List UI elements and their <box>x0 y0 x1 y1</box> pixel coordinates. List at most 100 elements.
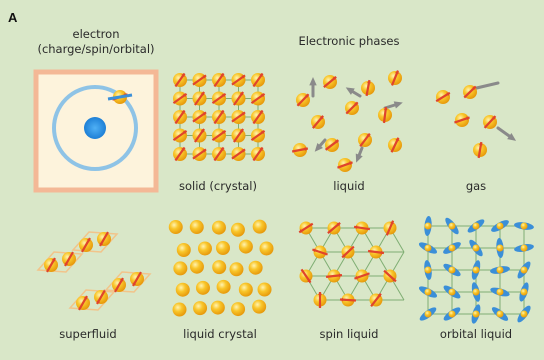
electron-particle <box>230 222 245 237</box>
phase-orbital-liquid-illustration <box>418 216 534 324</box>
electron-particle <box>424 222 432 230</box>
electron-particle <box>238 239 253 254</box>
panel-letter: A <box>8 10 18 25</box>
spin-arrowhead <box>354 102 358 106</box>
spin-arrowhead <box>446 92 450 97</box>
spin-arrowhead <box>307 279 311 283</box>
electron-particle <box>496 266 504 274</box>
electron-particle <box>472 288 480 296</box>
orbit-arrow <box>107 93 133 101</box>
motion-arrowhead <box>309 77 317 86</box>
electron-particle <box>197 241 212 256</box>
spin-arrowhead <box>259 73 263 77</box>
spin-arrowhead <box>181 73 185 77</box>
label-superfluid: superfluid <box>59 327 116 341</box>
electron-particle <box>520 222 528 230</box>
spin-arrowhead <box>239 91 244 96</box>
electron-particle <box>252 219 267 234</box>
electron-particle <box>176 242 191 257</box>
electron-particle <box>259 241 274 256</box>
label-liquid-crystal: liquid crystal <box>183 327 257 341</box>
cooper-pair-box <box>71 231 119 253</box>
electron-particle <box>496 244 504 252</box>
spin-arrowhead <box>340 297 344 302</box>
motion-arrowhead <box>507 133 517 141</box>
motion-arrowhead <box>345 87 355 95</box>
spin-arrowhead <box>200 128 205 133</box>
spin-arrowhead <box>305 94 309 98</box>
spin-arrowhead <box>377 293 381 298</box>
electron-particle <box>173 261 188 276</box>
electron-particle <box>448 244 456 252</box>
phase-gas-illustration <box>435 81 517 159</box>
label-spin-liquid: spin liquid <box>320 327 379 341</box>
spin-arrowhead <box>239 128 244 133</box>
spin-arrowhead <box>222 130 226 135</box>
electron-particle <box>520 310 528 318</box>
spin-arrowhead <box>342 254 346 258</box>
spin-arrowhead <box>338 273 342 278</box>
spin-arrowhead <box>241 75 246 79</box>
electron-particle <box>211 220 226 235</box>
spin-arrowhead <box>220 147 224 151</box>
electron-particle <box>424 244 432 252</box>
motion-arrowhead <box>314 143 323 152</box>
electron-particle <box>210 300 225 315</box>
electron-particle <box>248 260 263 275</box>
spin-arrowhead <box>220 73 224 77</box>
electron-particle <box>212 260 227 275</box>
electron-particle <box>448 266 456 274</box>
spin-arrowhead <box>200 91 205 96</box>
electron-particle <box>472 222 480 230</box>
spin-arrowhead <box>492 116 496 120</box>
spin-arrowhead <box>202 75 207 79</box>
spin-arrowhead <box>83 296 88 300</box>
phase-superfluid-illustration <box>36 231 152 311</box>
spin-arrowhead <box>202 112 207 116</box>
spin-arrowhead <box>349 161 353 166</box>
phase-liquid-crystal-illustration <box>168 219 274 317</box>
spin-arrowhead <box>261 93 265 98</box>
electron-particle <box>238 282 253 297</box>
spin-arrowhead <box>472 86 476 90</box>
label-solid: solid (crystal) <box>179 179 257 193</box>
spin-arrowhead <box>259 147 263 151</box>
electron-particle <box>448 222 456 230</box>
spin-arrowhead <box>222 93 226 98</box>
electron-particle <box>472 266 480 274</box>
spin-arrowhead <box>64 262 69 266</box>
electron-particle <box>520 266 528 274</box>
spin-arrowhead <box>334 140 339 144</box>
phase-liquid-illustration <box>291 70 403 172</box>
electron-particle <box>168 220 183 235</box>
electron-particle <box>496 222 504 230</box>
spin-arrowhead <box>51 258 56 262</box>
orbiting-electron <box>107 90 133 104</box>
spin-arrowhead <box>319 115 324 120</box>
spin-arrowhead <box>132 282 137 286</box>
spin-arrowhead <box>119 278 124 282</box>
label-orbital-liquid: orbital liquid <box>440 327 512 341</box>
electron-particle <box>472 310 480 318</box>
spin-arrowhead <box>304 147 308 151</box>
electron-particle <box>257 282 272 297</box>
electron-particle <box>231 302 246 317</box>
electron-particle <box>520 288 528 296</box>
electron-title-line1: electron <box>73 27 120 41</box>
spin-arrowhead <box>99 242 104 246</box>
electron-particle <box>448 310 456 318</box>
electron-particle <box>424 310 432 318</box>
electron-particle <box>472 244 480 252</box>
spin-arrowhead <box>318 292 322 295</box>
label-gas: gas <box>466 179 486 193</box>
spin-arrowhead <box>395 70 399 74</box>
spin-arrowhead <box>241 149 246 153</box>
spin-arrowhead <box>354 275 358 280</box>
phase-spin-liquid-illustration <box>298 220 405 309</box>
spin-arrowhead <box>259 110 263 114</box>
spin-arrowhead <box>96 300 101 304</box>
electron-particle <box>520 244 528 252</box>
electron-particle <box>215 240 230 255</box>
electron-title-line2: (charge/spin/orbital) <box>37 42 154 56</box>
spin-arrowhead <box>336 222 341 227</box>
